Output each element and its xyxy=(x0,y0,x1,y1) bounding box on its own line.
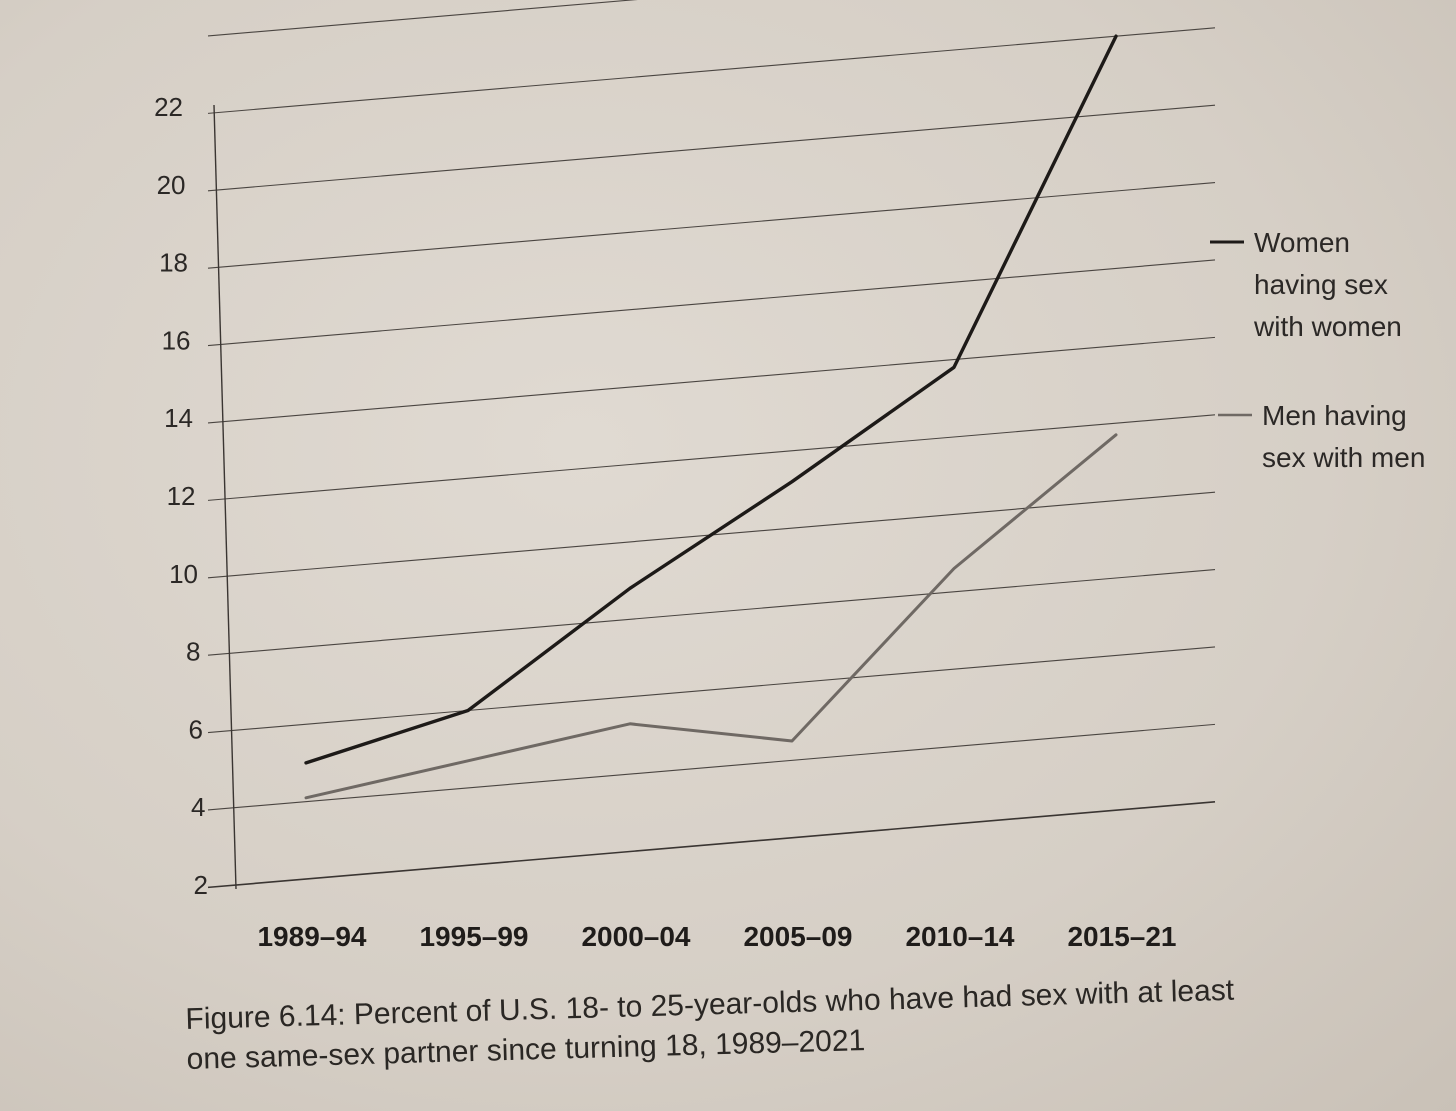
x-tick-label: 2015–21 xyxy=(1067,921,1176,952)
legend-label-women: Women xyxy=(1254,227,1350,258)
gridline xyxy=(207,27,1216,114)
legend: Women having sex with women Men having sex w… xyxy=(1210,227,1425,473)
gridline xyxy=(207,104,1216,192)
y-tick-label: 14 xyxy=(164,403,193,433)
x-tick-label: 2010–14 xyxy=(905,921,1014,952)
series-line-women xyxy=(304,34,1118,765)
gridline xyxy=(207,800,1216,889)
x-tick-label: 2000–04 xyxy=(581,921,690,952)
y-tick-label: 20 xyxy=(157,170,186,200)
y-tick-labels: 2 4 6 8 10 12 14 16 18 20 22 xyxy=(154,92,208,900)
gridline xyxy=(207,646,1216,734)
x-tick-label: 1995–99 xyxy=(419,921,528,952)
x-tick-label: 2005–09 xyxy=(743,921,852,952)
gridline xyxy=(207,723,1216,811)
legend-label-women: having sex xyxy=(1254,269,1388,300)
gridline xyxy=(207,259,1216,347)
y-tick-label: 6 xyxy=(189,714,203,744)
y-tick-label: 4 xyxy=(191,792,205,822)
gridline xyxy=(207,569,1216,656)
gridline xyxy=(207,0,638,37)
x-tick-label: 1989–94 xyxy=(257,921,366,952)
y-tick-label: 16 xyxy=(162,325,191,355)
y-axis xyxy=(213,104,237,890)
y-tick-label: 10 xyxy=(169,559,198,589)
line-chart: 2 4 6 8 10 12 14 16 18 20 22 1989–94 1995–99 2000–04… xyxy=(154,0,1425,952)
y-tick-label: 22 xyxy=(154,92,183,122)
gridline xyxy=(207,182,1216,269)
series-lines xyxy=(304,34,1118,800)
y-tick-label: 2 xyxy=(194,870,208,900)
legend-label-men: Men having xyxy=(1262,400,1407,431)
legend-label-women: with women xyxy=(1253,311,1402,342)
gridlines xyxy=(207,0,1216,889)
x-tick-labels: 1989–94 1995–99 2000–04 2005–09 2010–14 2015–… xyxy=(257,921,1176,952)
axes xyxy=(213,104,237,890)
y-tick-label: 8 xyxy=(186,637,200,667)
legend-label-men: sex with men xyxy=(1262,442,1425,473)
y-tick-label: 12 xyxy=(167,481,196,511)
gridline xyxy=(207,414,1216,501)
gridline xyxy=(207,336,1216,424)
y-tick-label: 18 xyxy=(159,248,188,278)
series-line-men xyxy=(304,433,1118,800)
